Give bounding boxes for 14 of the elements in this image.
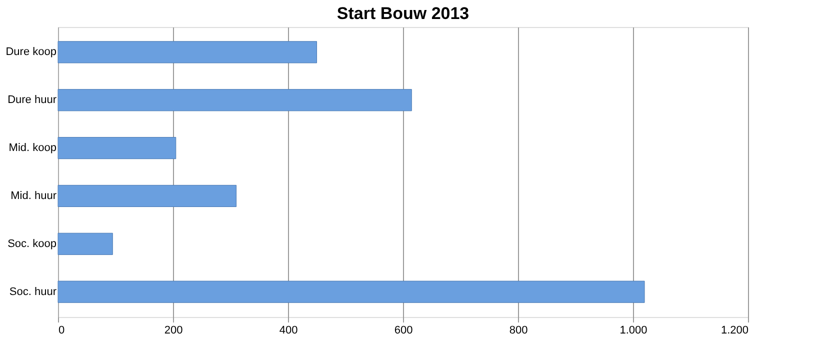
x-tick-label: 200 xyxy=(164,324,183,336)
x-tick-label: 0 xyxy=(58,324,65,336)
x-tick-label: 400 xyxy=(279,324,298,336)
x-tick-label: 1.200 xyxy=(720,324,748,336)
x-tick-label: 1.000 xyxy=(620,324,648,336)
x-tick-label: 600 xyxy=(394,324,413,336)
chart-title: Start Bouw 2013 xyxy=(336,4,470,23)
y-tick-label: Mid. huur xyxy=(10,190,57,202)
y-tick-label: Soc. huur xyxy=(9,286,57,298)
y-tick-label: Dure huur xyxy=(8,94,57,106)
x-tick-label: 800 xyxy=(509,324,528,336)
y-tick-label: Mid. koop xyxy=(8,142,56,154)
y-tick-label: Soc. koop xyxy=(8,238,56,250)
y-tick-label: Dure koop xyxy=(6,46,56,58)
